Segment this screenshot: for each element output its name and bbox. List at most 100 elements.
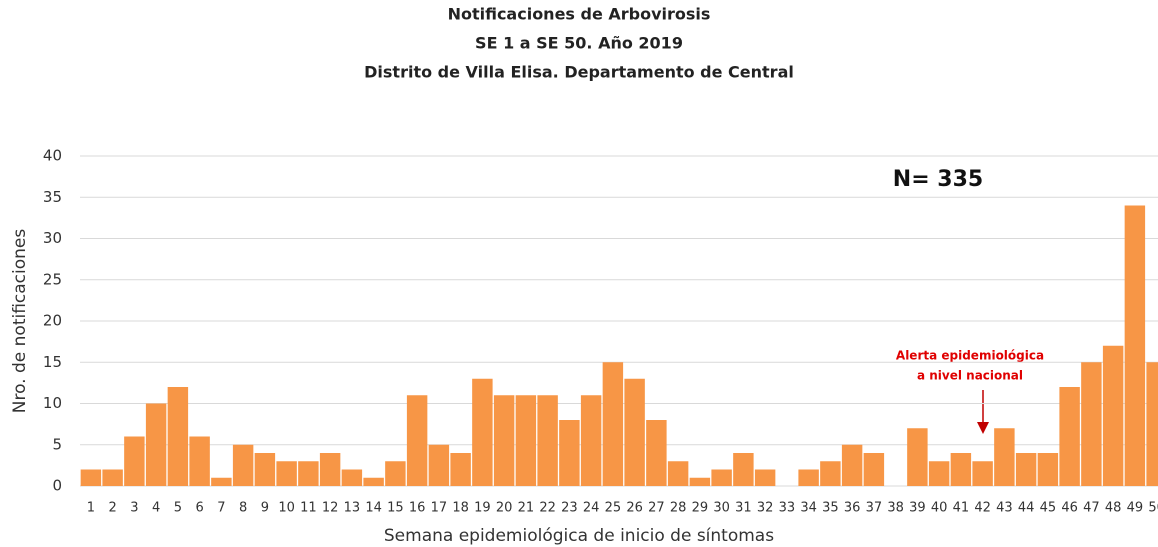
bar [907,428,928,486]
x-tick-label: 9 [261,501,269,516]
x-tick-label: 24 [583,501,600,516]
x-tick-label: 11 [300,501,317,516]
x-tick-label: 45 [1040,501,1057,516]
x-tick-label: 8 [239,501,247,516]
x-tick-label: 42 [974,501,991,516]
x-tick-label: 41 [953,501,970,516]
bar [493,395,515,486]
x-tick-label: 16 [409,501,426,516]
x-tick-label: 7 [217,501,225,516]
bar [972,461,993,486]
annotation: a nivel nacional [917,369,1023,383]
x-tick-label: 12 [322,501,339,516]
x-axis-label: Semana epidemiológica de inicio de sínto… [384,526,774,546]
y-tick-label: 5 [52,435,62,453]
bar [733,453,754,486]
bar [646,420,667,486]
y-tick-label: 20 [43,312,62,330]
bar [928,461,950,486]
bar [145,403,167,486]
bar [450,453,471,486]
bar [559,420,580,486]
x-tick-label: 35 [822,501,839,516]
x-tick-label: 27 [648,501,665,516]
x-tick-label: 29 [692,501,709,516]
y-tick-label: 25 [43,270,62,288]
x-tick-label: 33 [779,501,796,516]
bar [515,395,537,486]
chart-title: Distrito de Villa Elisa. Departamento de… [364,63,794,82]
x-tick-label: 43 [996,501,1013,516]
bar [580,395,602,486]
bar [1146,362,1158,486]
bar [211,477,232,486]
bar [950,453,972,486]
bar [102,469,123,486]
bar [189,436,210,486]
bar [820,461,841,486]
x-tick-label: 30 [713,501,730,516]
x-tick-label: 6 [195,501,203,516]
annotation: Alerta epidemiológica [896,349,1044,363]
x-tick-label: 40 [931,501,948,516]
x-tick-label: 20 [496,501,513,516]
x-tick-label: 26 [626,501,643,516]
x-tick-label: 31 [735,501,752,516]
bar [994,428,1015,486]
bar [472,378,493,486]
bar [254,453,276,486]
bar [602,362,624,486]
y-tick-label: 35 [43,188,62,206]
y-tick-label: 30 [43,229,62,247]
bar [1059,387,1080,486]
x-tick-label: 34 [800,501,817,516]
x-tick-label: 1 [87,501,95,516]
x-tick-label: 28 [670,501,687,516]
x-tick-label: 36 [844,501,861,516]
x-tick-label: 25 [605,501,622,516]
y-axis-label: Nro. de notificaciones [10,229,30,414]
bar [798,469,819,486]
bar [341,469,363,486]
bar [1037,453,1059,486]
bar [385,461,406,486]
bar [276,461,297,486]
bar [624,378,645,486]
bar [1015,453,1037,486]
chart-title: Notificaciones de Arbovirosis [448,5,711,24]
x-tick-label: 13 [344,501,361,516]
x-tick-label: 10 [278,501,295,516]
y-tick-label: 40 [43,147,62,165]
x-tick-label: 49 [1127,501,1144,516]
x-tick-label: 4 [152,501,160,516]
x-tick-label: 48 [1105,501,1122,516]
bar [428,444,450,486]
x-tick-label: 37 [866,501,883,516]
bar [363,477,384,486]
x-tick-label: 3 [130,501,138,516]
x-tick-label: 17 [431,501,448,516]
bar [167,387,189,486]
x-tick-label: 22 [539,501,556,516]
bar [80,469,102,486]
bar [1102,345,1124,486]
x-tick-label: 38 [887,501,904,516]
x-tick-label: 46 [1061,501,1078,516]
y-tick-label: 0 [52,477,62,495]
chart-title: SE 1 a SE 50. Año 2019 [475,34,683,53]
x-tick-label: 2 [108,501,116,516]
x-tick-label: 47 [1083,501,1100,516]
x-tick-label: 15 [387,501,404,516]
bar [667,461,689,486]
bar [863,453,885,486]
bar [319,453,341,486]
annotation-arrow-head [977,422,989,434]
bar [754,469,776,486]
bar [124,436,145,486]
x-tick-label: 14 [365,501,382,516]
y-tick-label: 15 [43,353,62,371]
bar [406,395,428,486]
bar [537,395,558,486]
bar [298,461,319,486]
